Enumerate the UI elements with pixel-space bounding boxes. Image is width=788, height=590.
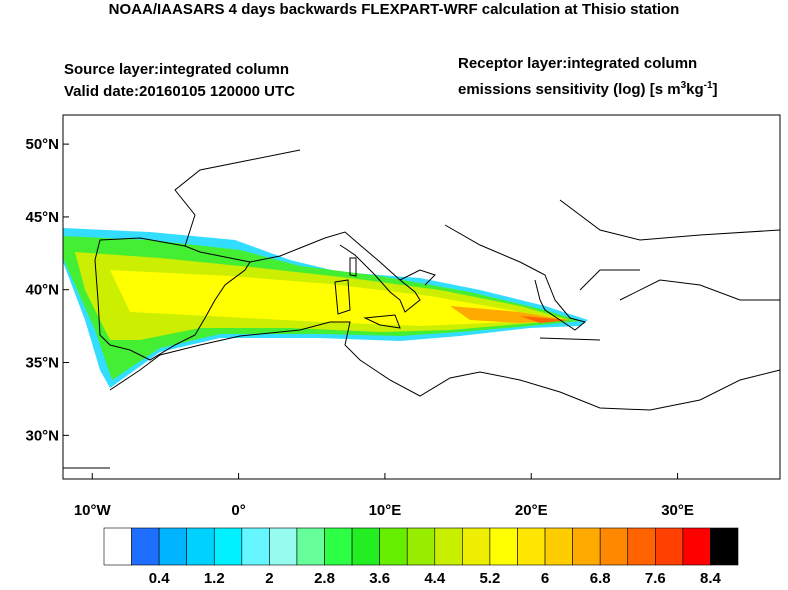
colorbar-box xyxy=(599,527,629,566)
y-tick-label: 45°N xyxy=(25,209,59,226)
x-tick-label: 0° xyxy=(231,502,245,519)
y-tick-label: 50°N xyxy=(25,136,59,153)
x-tick-label: 10°W xyxy=(74,502,112,519)
colorbar-box xyxy=(269,527,298,566)
units-sup: 3 xyxy=(681,80,687,91)
colorbar-label: 5.2 xyxy=(479,570,500,585)
colorbar-box xyxy=(462,527,491,566)
units: emissions sensitivity (log) [s m3kg-1] xyxy=(458,80,718,98)
colorbar-box xyxy=(186,527,215,566)
colorbar-label: 0.4 xyxy=(149,570,171,585)
colorbar-box xyxy=(379,527,408,566)
units-prefix: emissions sensitivity (log) [s m xyxy=(458,81,681,98)
colorbar-box xyxy=(572,527,601,566)
colorbar-label: 7.6 xyxy=(645,570,666,585)
colorbar-label: 1.2 xyxy=(204,570,225,585)
colorbar-label: 6 xyxy=(541,570,549,585)
colorbar-label: 8.4 xyxy=(700,570,722,585)
units-mid: kg xyxy=(686,81,704,98)
coastlines xyxy=(63,149,781,469)
plume xyxy=(63,228,588,388)
colorbar-box xyxy=(434,527,463,566)
colorbar-box xyxy=(324,527,353,566)
receptor-layer: Receptor layer:integrated column xyxy=(458,55,697,72)
colorbar-box xyxy=(131,527,160,566)
colorbar-label: 3.6 xyxy=(369,570,390,585)
colorbar-box xyxy=(158,527,187,566)
y-tick-label: 40°N xyxy=(25,282,59,299)
y-tick-label: 35°N xyxy=(25,355,59,372)
colorbar-box xyxy=(489,527,518,566)
colorbar-label: 2.8 xyxy=(314,570,335,585)
y-tick-label: 30°N xyxy=(25,427,59,444)
colorbar-box xyxy=(627,527,656,566)
colorbar-box xyxy=(517,527,546,566)
valid-date: Valid date:20160105 120000 UTC xyxy=(64,83,295,100)
units-sup: -1 xyxy=(704,80,713,91)
colorbar-box xyxy=(351,527,380,566)
colorbar-label: 2 xyxy=(265,570,273,585)
colorbar-box xyxy=(296,527,325,566)
map-frame xyxy=(62,114,781,480)
source-layer: Source layer:integrated column xyxy=(64,61,289,78)
colorbar-box xyxy=(213,527,243,566)
colorbar-label: 6.8 xyxy=(590,570,611,585)
colorbar-box xyxy=(406,527,436,566)
x-tick-label: 10°E xyxy=(369,502,402,519)
colorbar-box xyxy=(103,527,132,566)
x-tick-label: 20°E xyxy=(515,502,548,519)
colorbar-box xyxy=(544,527,573,566)
colorbar-box xyxy=(655,527,684,566)
colorbar-box xyxy=(682,527,711,566)
x-tick-label: 30°E xyxy=(661,502,694,519)
colorbar-box xyxy=(241,527,270,566)
units-suffix: ] xyxy=(713,81,718,98)
map xyxy=(62,114,781,480)
colorbar-label: 4.4 xyxy=(424,570,446,585)
colorbar-box xyxy=(710,527,739,566)
title: NOAA/IAASARS 4 days backwards FLEXPART-W… xyxy=(109,1,680,18)
